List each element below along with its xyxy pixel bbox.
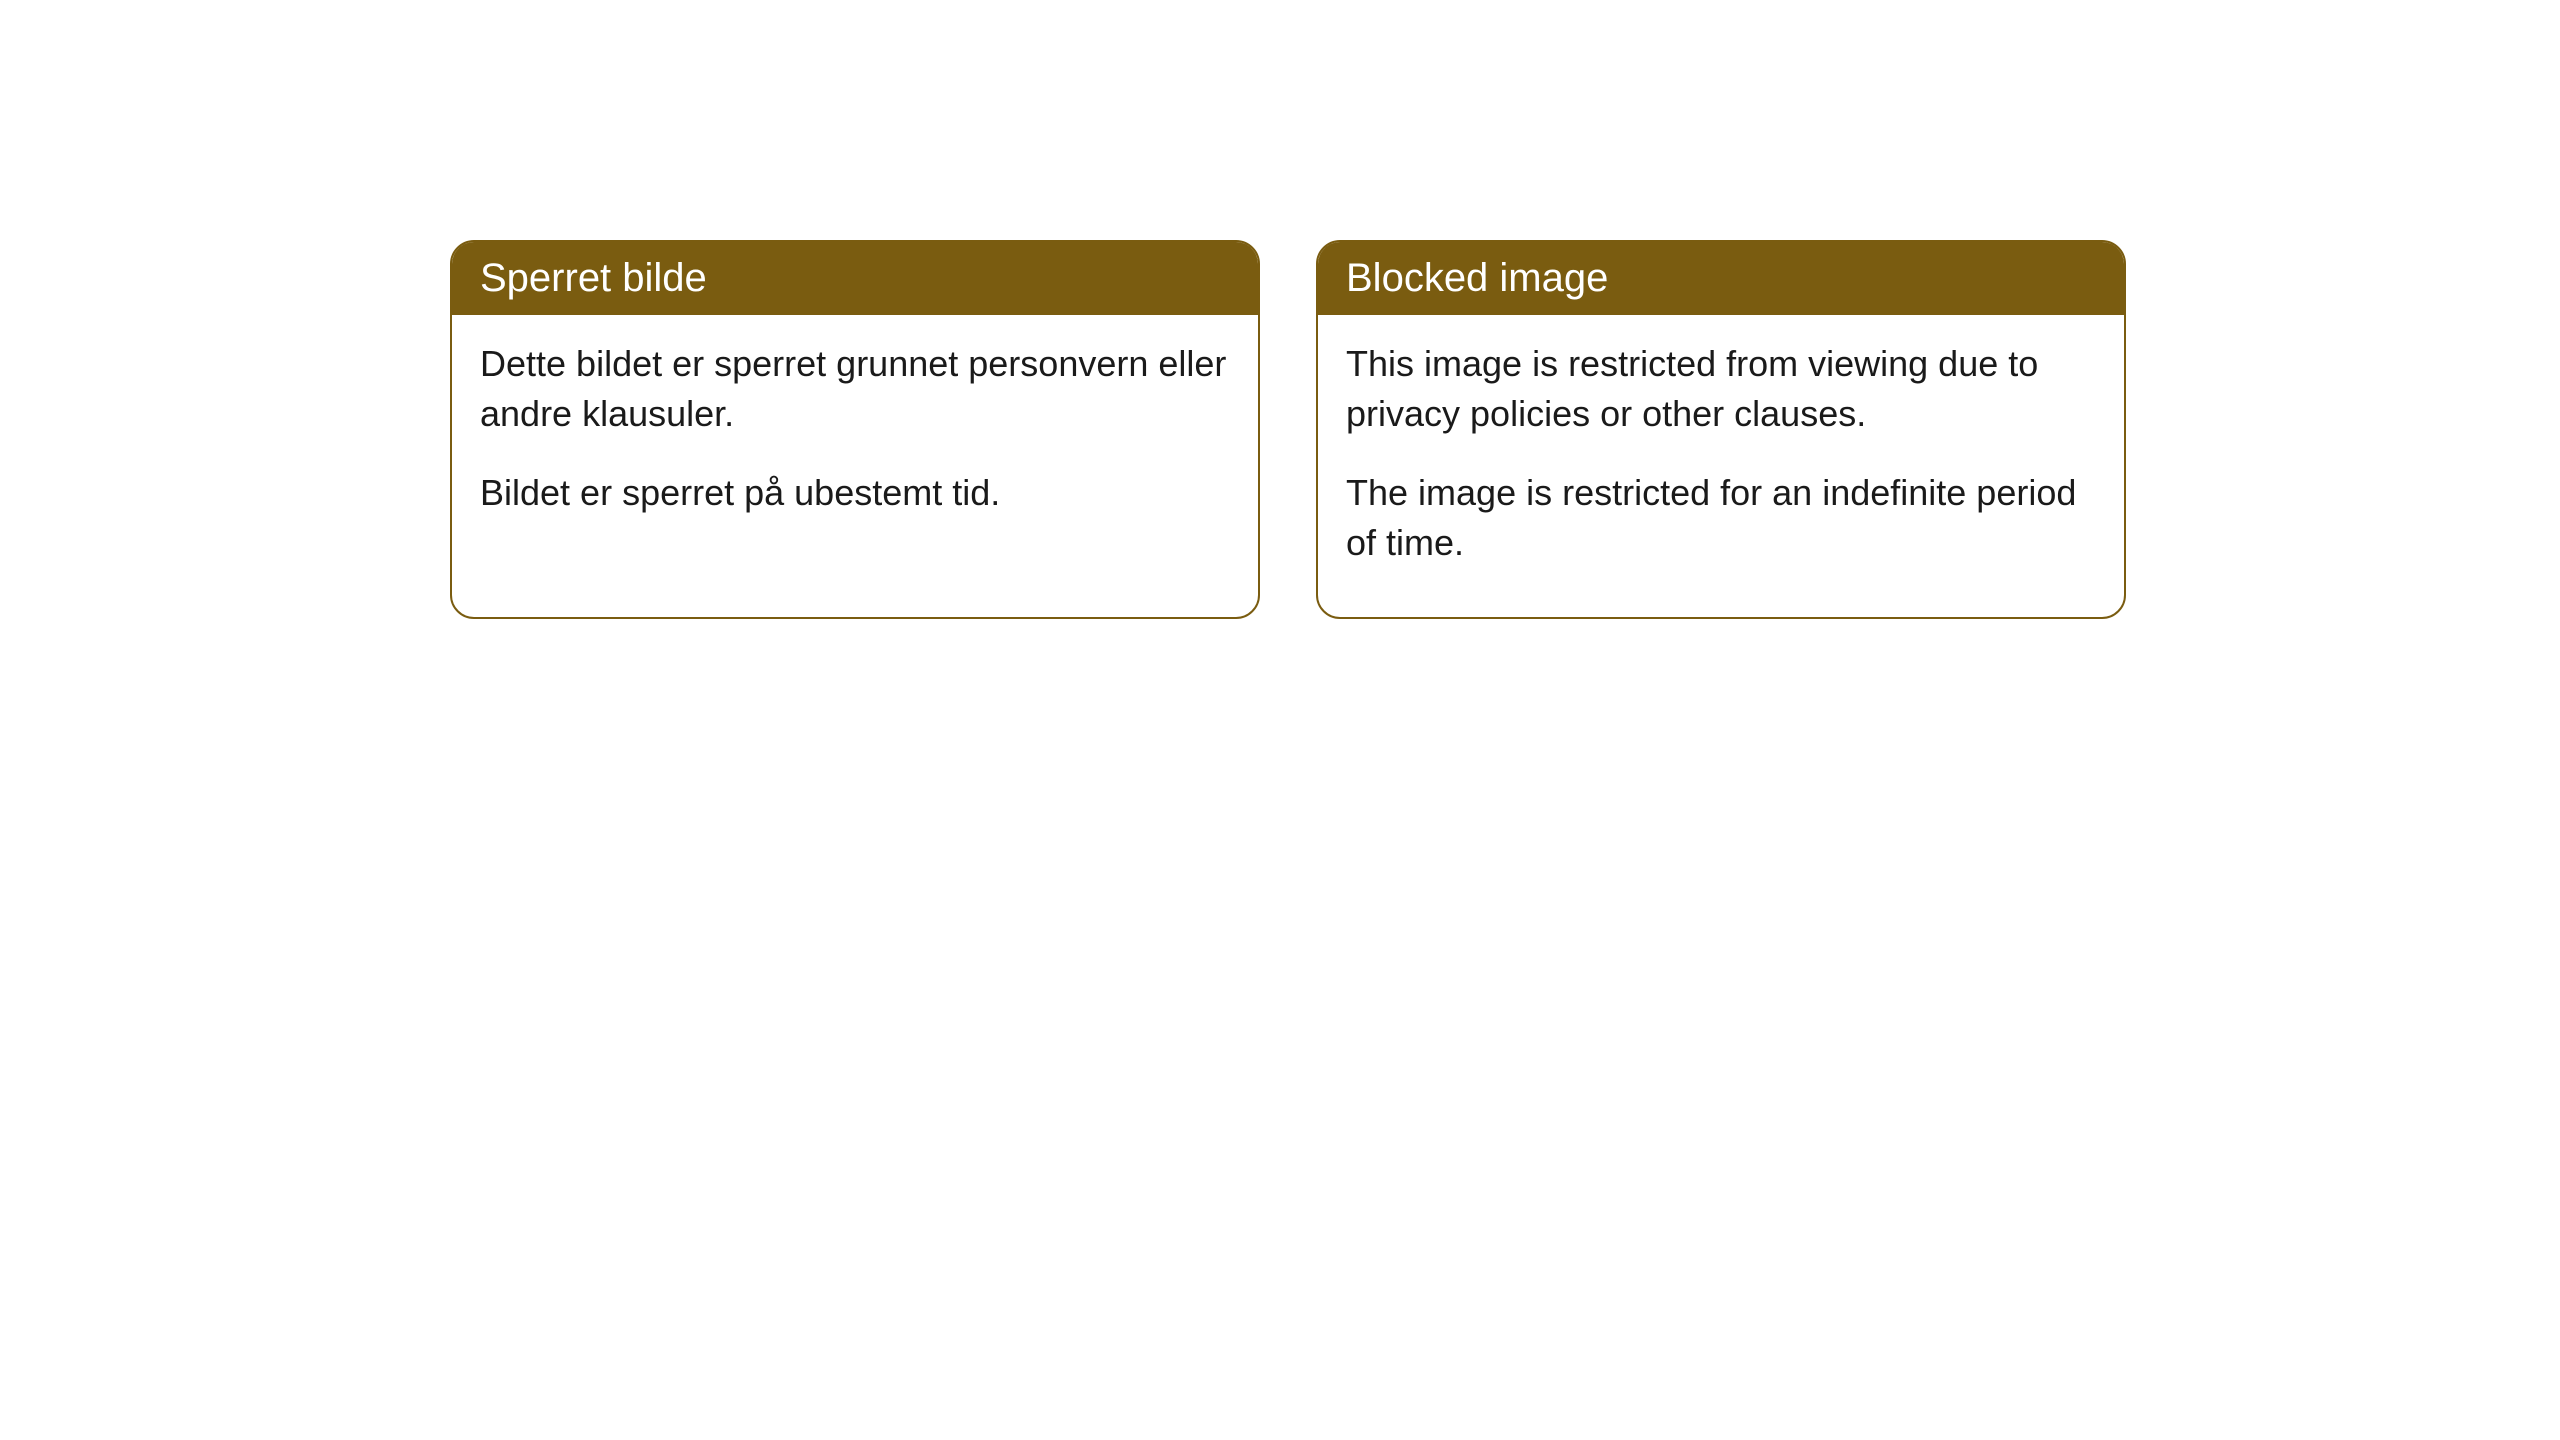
blocked-image-card-norwegian: Sperret bilde Dette bildet er sperret gr…: [450, 240, 1260, 619]
card-body-norwegian: Dette bildet er sperret grunnet personve…: [452, 315, 1258, 566]
card-paragraph: Dette bildet er sperret grunnet personve…: [480, 339, 1230, 440]
card-body-english: This image is restricted from viewing du…: [1318, 315, 2124, 617]
blocked-image-card-english: Blocked image This image is restricted f…: [1316, 240, 2126, 619]
card-paragraph: The image is restricted for an indefinit…: [1346, 468, 2096, 569]
cards-container: Sperret bilde Dette bildet er sperret gr…: [0, 0, 2560, 619]
card-paragraph: Bildet er sperret på ubestemt tid.: [480, 468, 1230, 518]
card-paragraph: This image is restricted from viewing du…: [1346, 339, 2096, 440]
card-header-norwegian: Sperret bilde: [452, 242, 1258, 315]
card-header-english: Blocked image: [1318, 242, 2124, 315]
card-title: Blocked image: [1346, 256, 1608, 300]
card-title: Sperret bilde: [480, 256, 707, 300]
